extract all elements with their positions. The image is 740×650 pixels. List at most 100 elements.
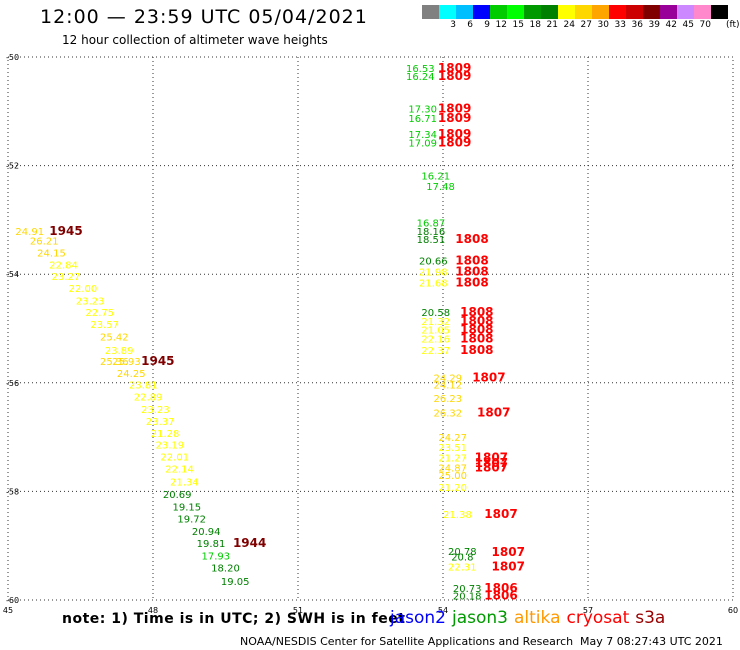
color-swatch	[694, 5, 711, 19]
wave-height-label: 22.00	[69, 284, 98, 295]
wave-height-label: 23.27	[52, 272, 81, 283]
time-label: 1808	[455, 232, 488, 246]
time-label: 1809	[438, 135, 471, 149]
time-label: 1945	[141, 354, 174, 368]
time-label: 1807	[484, 507, 517, 521]
color-swatch-label: 33	[614, 20, 626, 30]
wave-height-label: 22.75	[86, 308, 115, 319]
wave-height-label: 16.53	[406, 64, 435, 75]
time-label: 1945	[49, 224, 82, 238]
plot-frame	[7, 56, 734, 601]
color-swatch-label: 39	[648, 20, 660, 30]
satellite-legend-item: cryosat	[566, 608, 630, 628]
wave-height-label: 17.34	[408, 130, 437, 141]
wave-height-label: 22.89	[134, 392, 163, 403]
color-swatch	[541, 5, 558, 19]
color-swatch	[643, 5, 660, 19]
color-swatch-label: 12	[495, 20, 507, 30]
color-swatch	[422, 5, 439, 19]
time-label: 1807	[475, 456, 508, 470]
wave-height-label: 22.14	[165, 465, 194, 476]
time-label: 1808	[460, 305, 493, 319]
wave-height-label: 23.19	[156, 441, 185, 452]
wave-height-label: 23.23	[76, 296, 105, 307]
color-legend-swatches	[422, 5, 728, 19]
wave-height-label: 23.89	[105, 346, 134, 357]
time-label: 1808	[455, 264, 488, 278]
color-swatch	[677, 5, 694, 19]
color-swatch	[558, 5, 575, 19]
wave-height-label: 20.69	[163, 490, 192, 501]
time-label: 1806	[484, 589, 517, 603]
time-label: 1807	[492, 559, 525, 573]
page-title: 12:00 — 23:59 UTC 05/04/2021	[40, 6, 368, 28]
wave-height-label: 23.81	[129, 380, 158, 391]
wave-height-label: 21.27	[438, 454, 467, 465]
color-legend: 3 6 9 12 15 18 21 24 27 30 33 36 39 42 45 70 (ft)	[422, 5, 740, 30]
x-tick-label: 51	[293, 606, 303, 615]
wave-height-label: 20.73	[453, 584, 482, 595]
color-swatch	[626, 5, 643, 19]
credit-text: NOAA/NESDIS Center for Satellite Applica…	[240, 635, 574, 648]
wave-height-label: 21.05	[421, 326, 450, 337]
color-swatch	[711, 5, 728, 19]
wave-height-label: 21.68	[419, 278, 448, 289]
x-tick-label: 54	[438, 606, 448, 615]
wave-height-label: 16.71	[408, 114, 437, 125]
wave-height-label: 17.93	[202, 551, 231, 562]
time-label: 1808	[460, 323, 493, 337]
wave-height-label: 20.78	[448, 547, 477, 558]
color-swatch	[592, 5, 609, 19]
satellite-legend-item: jason2	[390, 608, 446, 628]
wave-height-label: 20.66	[419, 257, 448, 268]
time-label: 1809	[438, 69, 471, 83]
wave-height-label: 17.09	[408, 138, 437, 149]
color-swatch-label: 36	[631, 20, 643, 30]
wave-height-label: 16.24	[406, 72, 435, 83]
wave-height-label: 22.01	[160, 453, 189, 464]
timestamp-text: May 7 08:27:43 UTC 2021	[580, 635, 723, 648]
satellite-legend-item: s3a	[635, 608, 666, 628]
y-tick-label: -58	[6, 487, 19, 496]
wave-height-label: 21.20	[438, 483, 467, 494]
wave-height-label: 26.32	[434, 409, 463, 420]
time-label: 1809	[438, 61, 471, 75]
time-label: 1807	[477, 406, 510, 420]
x-tick-label: 60	[728, 606, 738, 615]
satellite-legend-item: altika	[514, 608, 561, 628]
wave-height-label: 18.20	[211, 563, 240, 574]
wave-height-label: 24.12	[434, 380, 463, 391]
color-swatch	[439, 5, 456, 19]
time-label: 1806	[484, 581, 517, 595]
color-swatch	[660, 5, 677, 19]
time-label: 1808	[455, 275, 488, 289]
wave-height-label: 19.81	[197, 539, 226, 550]
color-swatch	[575, 5, 592, 19]
wave-height-label: 24.27	[438, 433, 467, 444]
y-tick-label: -52	[6, 162, 19, 171]
color-swatch	[609, 5, 626, 19]
color-swatch-label: 15	[512, 20, 524, 30]
wave-height-label: 19.15	[173, 503, 202, 514]
color-swatch-label: 6	[467, 20, 473, 30]
y-tick-label: -54	[6, 270, 19, 279]
color-swatch-label: 30	[597, 20, 609, 30]
time-label: 1808	[460, 331, 493, 345]
wave-height-label: 23.23	[141, 405, 170, 416]
wave-height-label: 26.21	[30, 237, 59, 248]
wave-height-label: 16.87	[417, 219, 446, 230]
wave-height-label: 22.16	[421, 334, 450, 345]
x-tick-label: 57	[583, 606, 593, 615]
color-swatch-label: 70	[699, 20, 711, 30]
wave-height-label: 25.00	[438, 471, 467, 482]
color-swatch	[456, 5, 473, 19]
color-swatch-label: 42	[665, 20, 677, 30]
time-label: 1809	[438, 111, 471, 125]
color-swatch	[507, 5, 524, 19]
wave-height-label: 19.05	[221, 577, 250, 588]
wave-height-label: 20.58	[421, 308, 450, 319]
color-swatch-label: 45	[682, 20, 694, 30]
wave-height-label: 16.21	[421, 171, 450, 182]
x-tick-label: 45	[3, 606, 13, 615]
